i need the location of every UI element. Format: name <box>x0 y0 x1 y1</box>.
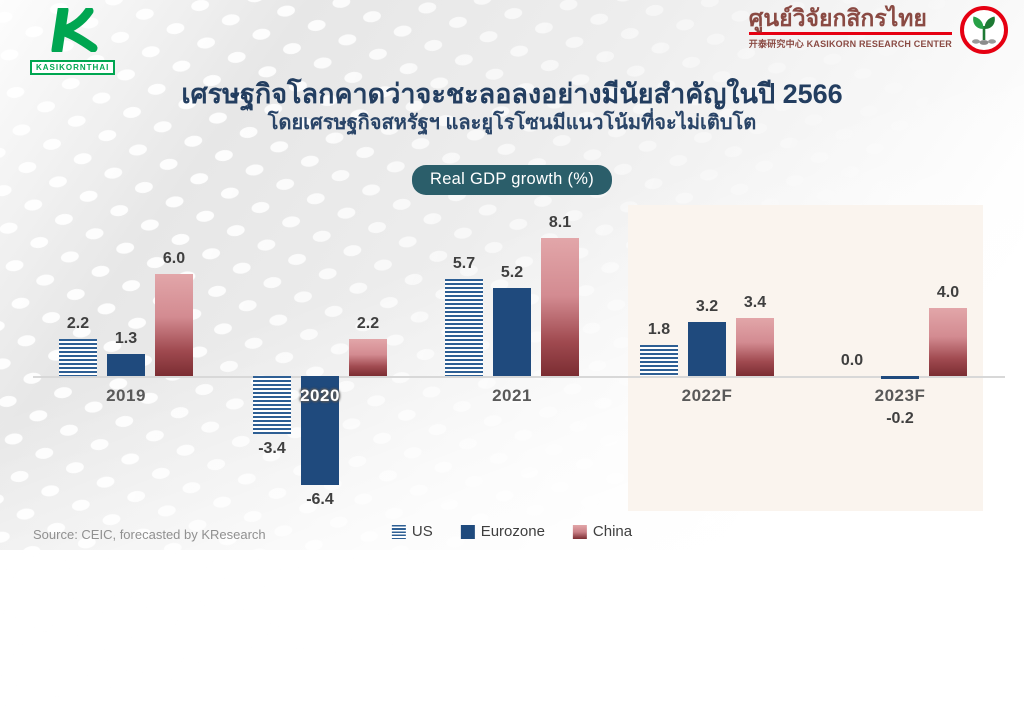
source-note: Source: CEIC, forecasted by KResearch <box>33 527 266 542</box>
bar-eurozone-2020 <box>301 376 339 485</box>
bar-eurozone-2021 <box>493 287 531 376</box>
legend-item-china: China <box>572 523 633 540</box>
category-label-2020: 2020 <box>300 386 340 405</box>
gdp-growth-bar-chart: 2.2 1.3 6.0 2019 -3.4 -6.4 2.2 2020 5.7 5.2 8.1 202… <box>33 205 1005 511</box>
bar-us-2019 <box>59 338 97 376</box>
krc-emblem-icon <box>960 6 1008 54</box>
krc-thai-name: ศูนย์วิจัยกสิกรไทย <box>748 5 927 31</box>
x-axis-line <box>33 376 1005 378</box>
value-label-us-2021: 5.7 <box>452 255 476 273</box>
bar-us-2020 <box>253 376 291 434</box>
bar-us-2021 <box>445 279 483 376</box>
legend-label-china: China <box>592 523 633 540</box>
value-label-eurozone-2023f: -0.2 <box>886 410 914 427</box>
legend-swatch-eurozone-icon <box>460 524 475 539</box>
value-label-us-2022f: 1.8 <box>647 321 671 339</box>
page-subtitle: โดยเศรษฐกิจสหรัฐฯ และยูโรโซนมีแนวโน้มที่… <box>267 112 757 134</box>
krc-logo-text: ศูนย์วิจัยกสิกรไทย 开泰研究中心 KASIKORN RESEA… <box>748 5 952 50</box>
bar-eurozone-2019 <box>107 353 145 376</box>
legend-swatch-china-icon <box>572 524 587 539</box>
value-label-eurozone-2019: 1.3 <box>114 329 138 347</box>
category-label-2022f: 2022F <box>681 386 733 405</box>
value-label-us-2023f: 0.0 <box>840 352 864 369</box>
legend-item-eurozone: Eurozone <box>460 523 545 540</box>
legend-label-us: US <box>411 523 433 540</box>
category-label-2023f: 2023F <box>874 386 926 405</box>
value-label-eurozone-2020: -6.4 <box>306 490 334 508</box>
kasikornthai-logo: KASIKORNTHAI <box>30 4 116 75</box>
chart-title-badge: Real GDP growth (%) <box>411 165 613 195</box>
value-label-china-2021: 8.1 <box>548 214 572 232</box>
forecast-highlight-region <box>628 205 983 511</box>
bar-eurozone-2022f <box>688 321 726 376</box>
bar-eurozone-2023f <box>881 376 919 380</box>
bar-china-2021 <box>541 238 579 376</box>
category-label-2021: 2021 <box>492 386 532 405</box>
krc-subtitle: 开泰研究中心 KASIKORN RESEARCH CENTER <box>748 39 952 50</box>
legend-item-us: US <box>391 523 433 540</box>
value-label-eurozone-2021: 5.2 <box>500 263 524 281</box>
value-label-eurozone-2022f: 3.2 <box>695 297 719 315</box>
bar-china-2020 <box>349 338 387 376</box>
bar-china-2023f <box>929 308 967 376</box>
kbank-logo-label: KASIKORNTHAI <box>30 60 116 75</box>
kasikorn-research-center-logo: ศูนย์วิจัยกสิกรไทย 开泰研究中心 KASIKORN RESEA… <box>748 5 1008 54</box>
krc-red-underline <box>748 32 952 36</box>
value-label-us-2019: 2.2 <box>66 314 90 332</box>
bar-us-2022f <box>640 345 678 376</box>
category-label-2019: 2019 <box>106 386 146 405</box>
page-title: เศรษฐกิจโลกคาดว่าจะชะลอลงอย่างมีนัยสำคัญ… <box>181 79 843 109</box>
sprout-icon <box>972 16 996 45</box>
value-label-china-2023f: 4.0 <box>936 284 960 301</box>
value-label-us-2020: -3.4 <box>258 439 286 457</box>
kbank-k-icon <box>51 4 98 56</box>
legend-swatch-us-icon <box>391 524 406 539</box>
value-label-china-2020: 2.2 <box>356 314 380 332</box>
chart-legend: US Eurozone China <box>391 523 633 540</box>
value-label-china-2022f: 3.4 <box>743 294 767 312</box>
value-label-china-2019: 6.0 <box>162 250 186 267</box>
bar-china-2022f <box>736 318 774 376</box>
bar-china-2019 <box>155 274 193 376</box>
legend-label-eurozone: Eurozone <box>480 523 545 540</box>
